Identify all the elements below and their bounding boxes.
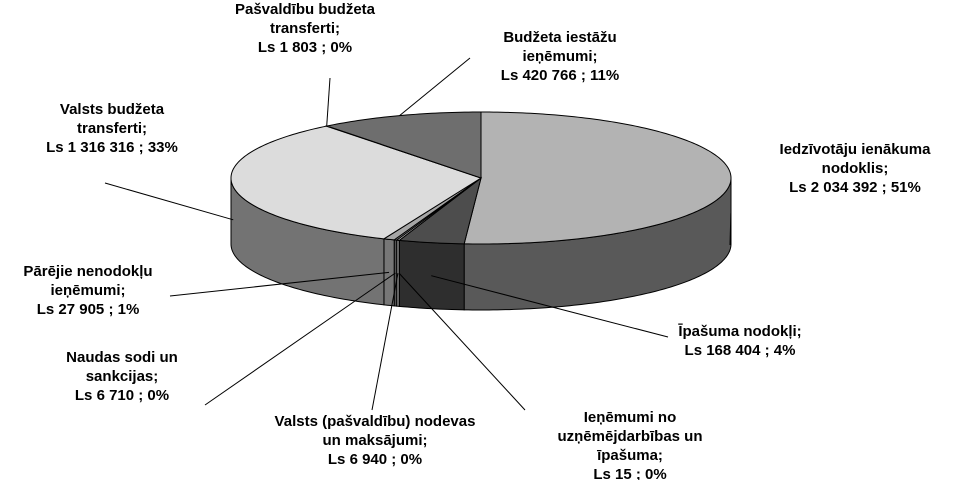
leader-line (431, 275, 669, 338)
leader-line (104, 182, 234, 221)
slice-name: Pārējie nenodokļu ieņēmumi; (23, 263, 153, 299)
slice (397, 176, 482, 245)
data-label: Naudas sodi un sankcijas; Ls 6 710 ; 0% (47, 348, 197, 405)
leader-line (399, 57, 471, 116)
slice-value: Ls 6 710 ; 0% (74, 387, 170, 404)
data-label: Pašvaldību budžeta transferti; Ls 1 803 ;… (205, 0, 405, 57)
slice-name: Pašvaldību budžeta transferti; (234, 1, 376, 37)
data-label: Valsts (pašvaldību) nodevas un maksājumi… (265, 412, 485, 469)
slice-value: Ls 2 034 392 ; 51% (789, 179, 921, 196)
data-label: Valsts budžeta transferti; Ls 1 316 316 ;… (27, 100, 197, 157)
slice (463, 111, 732, 245)
slice-name: Iedzīvotāju ienākuma nodoklis; (779, 141, 931, 177)
slice-value: Ls 168 404 ; 4% (684, 342, 796, 359)
slice-value: Ls 6 940 ; 0% (327, 451, 423, 468)
slice-value: Ls 1 803 ; 0% (257, 39, 353, 56)
slice-side (398, 239, 465, 311)
slice-name: Ieņēmumi no uzņēmējdarbības un īpašuma; (557, 409, 703, 464)
leader-line (326, 77, 331, 127)
data-label: Pārējie nenodokļu ieņēmumi; Ls 27 905 ; 1… (3, 262, 173, 319)
leader-line (371, 273, 399, 411)
leader-line (169, 271, 390, 297)
slice-value: Ls 420 766 ; 11% (500, 67, 620, 84)
leader-line (204, 272, 396, 406)
data-label: Ieņēmumi no uzņēmējdarbības un īpašuma; L… (525, 408, 735, 480)
data-label: Budžeta iestāžu ieņēmumi; Ls 420 766 ; 11… (475, 28, 645, 85)
leader-line (729, 213, 732, 246)
data-label: Īpašuma nodokļi; Ls 168 404 ; 4% (640, 322, 840, 360)
slice-value: Ls 1 316 316 ; 33% (46, 139, 178, 156)
slice-name: Īpašuma nodokļi; (678, 323, 802, 340)
slice-name: Valsts budžeta transferti; (59, 101, 165, 137)
slice (230, 125, 483, 240)
leader-line (398, 273, 526, 411)
slice-value: Ls 27 905 ; 1% (36, 301, 140, 318)
slice-value: Ls 15 ; 0% (593, 466, 667, 480)
slice-name: Valsts (pašvaldību) nodevas un maksājumi… (274, 413, 476, 449)
slice-name: Naudas sodi un sankcijas; (66, 349, 178, 385)
data-label: Iedzīvotāju ienākuma nodoklis; Ls 2 034 3… (745, 140, 959, 197)
slice-name: Budžeta iestāžu ieņēmumi; (503, 29, 617, 65)
